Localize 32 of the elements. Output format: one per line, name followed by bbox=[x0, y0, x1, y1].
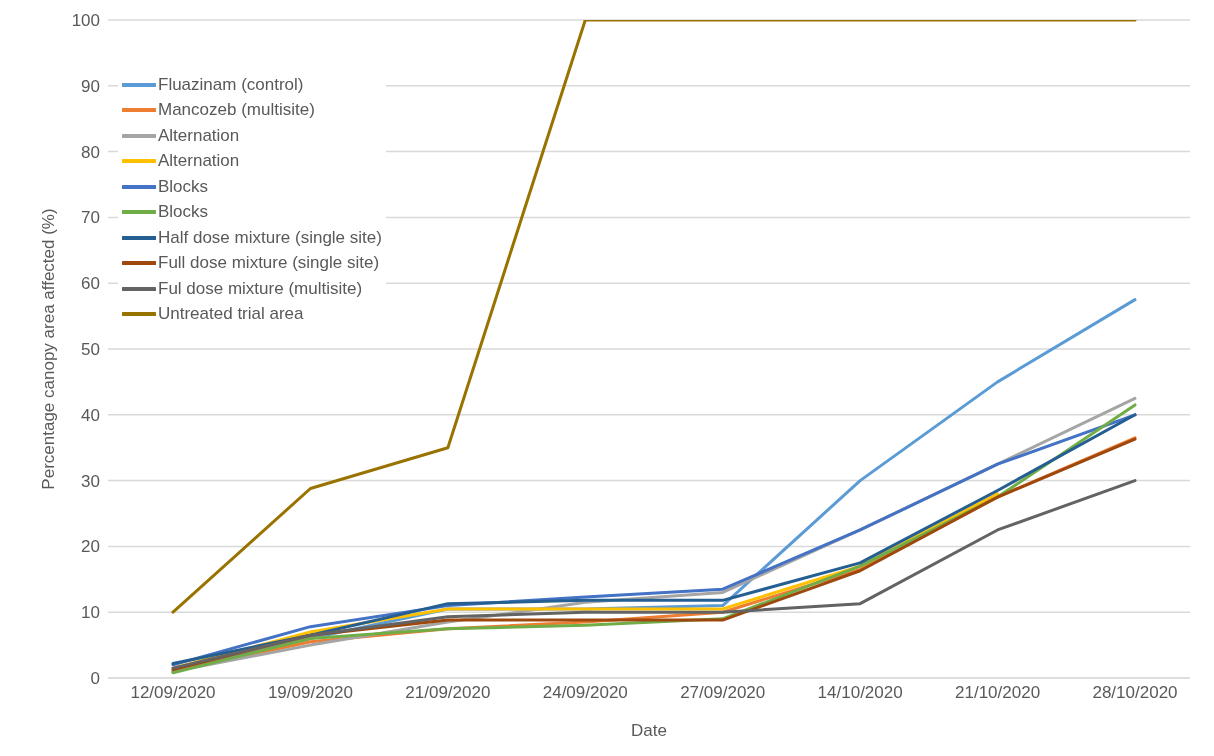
line-series bbox=[171, 479, 1137, 670]
x-tick-label: 27/09/2020 bbox=[680, 683, 766, 703]
x-tick-label: 21/10/2020 bbox=[955, 683, 1041, 703]
y-tick-label: 80 bbox=[81, 142, 100, 162]
y-tick-label: 10 bbox=[81, 603, 100, 623]
y-tick-label: 40 bbox=[81, 405, 100, 425]
legend-label: Half dose mixture (single site) bbox=[158, 227, 382, 248]
y-tick-label: 30 bbox=[81, 471, 100, 491]
y-tick-label: 60 bbox=[81, 274, 100, 294]
x-tick-label: 21/09/2020 bbox=[405, 683, 491, 703]
y-axis-title: Percentage canopy area affected (%) bbox=[39, 208, 59, 490]
legend-label: Alternation bbox=[158, 125, 240, 146]
y-tick-label: 20 bbox=[81, 537, 100, 557]
x-tick-label: 14/10/2020 bbox=[817, 683, 903, 703]
x-axis-title: Date bbox=[631, 721, 667, 740]
legend-label: Untreated trial area bbox=[158, 304, 304, 325]
legend-label: Full dose mixture (single site) bbox=[158, 253, 380, 274]
legend-label: Blocks bbox=[158, 176, 209, 197]
legend-label: Ful dose mixture (multisite) bbox=[158, 278, 363, 299]
y-tick-label: 50 bbox=[81, 340, 100, 360]
x-tick-label: 12/09/2020 bbox=[130, 683, 216, 703]
y-tick-label: 0 bbox=[90, 669, 100, 689]
legend-label: Blocks bbox=[158, 202, 209, 223]
y-tick-label: 70 bbox=[81, 208, 100, 228]
x-tick-label: 24/09/2020 bbox=[542, 683, 628, 703]
x-tick-label: 28/10/2020 bbox=[1092, 683, 1178, 703]
y-tick-label: 100 bbox=[71, 11, 100, 31]
legend-label: Mancozeb (multisite) bbox=[158, 100, 315, 121]
legend-label: Alternation bbox=[158, 151, 240, 172]
x-tick-label: 19/09/2020 bbox=[267, 683, 353, 703]
legend-label: Fluazinam (control) bbox=[158, 74, 304, 95]
y-tick-label: 90 bbox=[81, 76, 100, 96]
